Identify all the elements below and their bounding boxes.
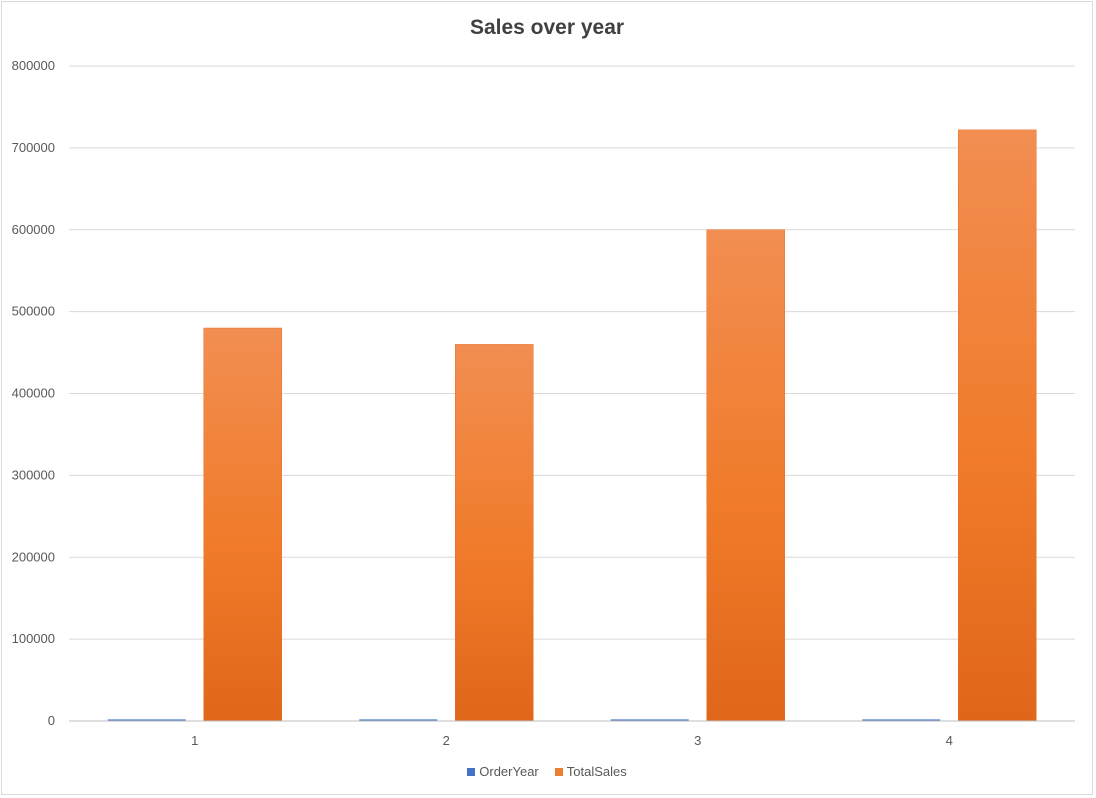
legend-item-totalsales: TotalSales (554, 764, 627, 779)
x-tick-label: 2 (443, 733, 450, 748)
legend-label-orderyear: OrderYear (479, 764, 539, 779)
legend-swatch-orderyear (467, 767, 476, 776)
x-tick-label: 1 (191, 733, 198, 748)
bar-totalsales (958, 129, 1037, 722)
bar-orderyear (610, 719, 689, 721)
legend-item-orderyear: OrderYear (467, 764, 539, 779)
x-tick-label: 4 (946, 733, 953, 748)
bar-orderyear (359, 719, 438, 721)
x-tick-label: 3 (694, 733, 701, 748)
bar-orderyear (107, 719, 186, 721)
y-tick-label: 600000 (12, 222, 55, 237)
y-tick-label: 700000 (12, 140, 55, 155)
legend-label-totalsales: TotalSales (566, 764, 627, 779)
chart-title: Sales over year (469, 16, 625, 39)
bar-totalsales (706, 229, 785, 722)
y-tick-label: 200000 (12, 549, 55, 564)
bar-totalsales (203, 327, 282, 722)
y-tick-label: 500000 (12, 304, 55, 319)
y-tick-label: 300000 (12, 467, 55, 482)
y-tick-label: 0 (48, 713, 55, 728)
legend: OrderYear TotalSales (0, 764, 1094, 779)
bar-totalsales (455, 344, 534, 722)
y-tick-label: 800000 (12, 58, 55, 73)
y-tick-label: 400000 (12, 386, 55, 401)
y-tick-label: 100000 (12, 631, 55, 646)
bar-orderyear (862, 719, 941, 721)
legend-swatch-totalsales (554, 767, 563, 776)
